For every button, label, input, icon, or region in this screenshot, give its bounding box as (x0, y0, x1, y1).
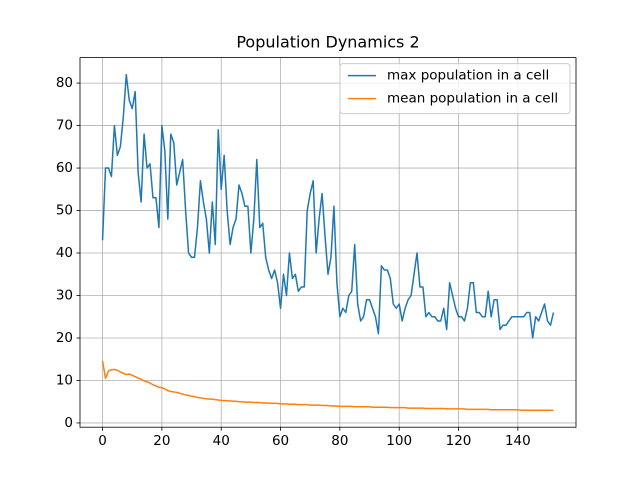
data-line (101, 360, 554, 411)
x-tick-label: 120 (446, 433, 472, 449)
y-tick-label: 60 (56, 160, 73, 176)
x-tick-label: 60 (272, 433, 289, 449)
x-tick-label: 40 (213, 433, 230, 449)
x-tick-label: 0 (98, 433, 107, 449)
x-tick-label: 100 (386, 433, 412, 449)
legend-label: max population in a cell (387, 68, 549, 84)
x-tick-label: 140 (505, 433, 531, 449)
y-tick-label: 70 (56, 118, 73, 134)
data-line (101, 73, 555, 339)
x-tick-label: 20 (153, 433, 170, 449)
y-tick-label: 80 (56, 75, 73, 91)
x-tick-label: 80 (331, 433, 348, 449)
y-tick-label: 40 (56, 245, 73, 261)
y-tick-label: 50 (56, 203, 73, 219)
legend-box (339, 63, 571, 115)
legend-label: mean population in a cell (387, 91, 558, 107)
y-tick-label: 10 (56, 372, 73, 388)
y-tick-label: 0 (64, 415, 73, 431)
chart-title: Population Dynamics 2 (236, 33, 419, 52)
plot-frame (79, 57, 577, 428)
y-tick-label: 30 (56, 288, 73, 304)
y-tick-label: 20 (56, 330, 73, 346)
